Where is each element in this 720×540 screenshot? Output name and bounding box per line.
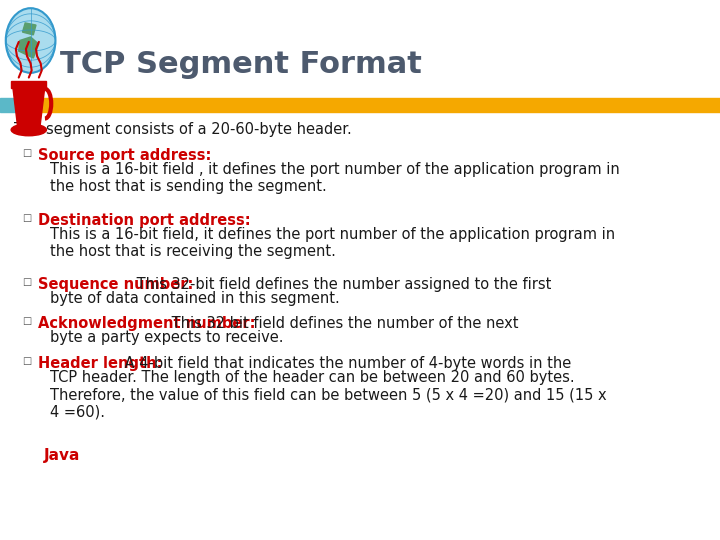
- Text: Sequence number:: Sequence number:: [38, 277, 194, 292]
- Polygon shape: [22, 23, 36, 35]
- Polygon shape: [13, 86, 45, 127]
- Text: Source port address:: Source port address:: [38, 148, 212, 163]
- Text: A 4-bit field that indicates the number of 4-byte words in the: A 4-bit field that indicates the number …: [120, 356, 571, 371]
- Text: TCP header. The length of the header can be between 20 and 60 bytes.
Therefore, : TCP header. The length of the header can…: [50, 370, 607, 420]
- Text: byte a party expects to receive.: byte a party expects to receive.: [50, 330, 284, 345]
- Text: Acknowledgment number:: Acknowledgment number:: [38, 316, 256, 331]
- Circle shape: [6, 8, 55, 73]
- Text: □: □: [22, 316, 31, 326]
- Text: The segment consists of a 20-60-byte header.: The segment consists of a 20-60-byte hea…: [14, 122, 352, 137]
- Text: Java: Java: [44, 448, 81, 463]
- Text: Destination port address:: Destination port address:: [38, 213, 251, 228]
- Bar: [12, 81, 46, 88]
- Text: byte of data contained in this segment.: byte of data contained in this segment.: [50, 291, 340, 306]
- Text: □: □: [22, 148, 31, 158]
- Text: This 32 bit field defines the number of the next: This 32 bit field defines the number of …: [167, 316, 518, 331]
- Ellipse shape: [12, 124, 47, 136]
- Text: □: □: [22, 356, 31, 366]
- Text: TCP Segment Format: TCP Segment Format: [60, 50, 422, 79]
- Bar: [0, 98, 28, 112]
- Text: □: □: [22, 213, 31, 223]
- Text: This is a 16-bit field, it defines the port number of the application program in: This is a 16-bit field, it defines the p…: [50, 227, 615, 259]
- Text: Header length:: Header length:: [38, 356, 163, 371]
- Bar: [28, 98, 720, 112]
- Text: □: □: [22, 277, 31, 287]
- Text: This 32-bit field defines the number assigned to the first: This 32-bit field defines the number ass…: [132, 277, 551, 292]
- Polygon shape: [19, 37, 39, 58]
- Text: This is a 16-bit field , it defines the port number of the application program i: This is a 16-bit field , it defines the …: [50, 162, 620, 194]
